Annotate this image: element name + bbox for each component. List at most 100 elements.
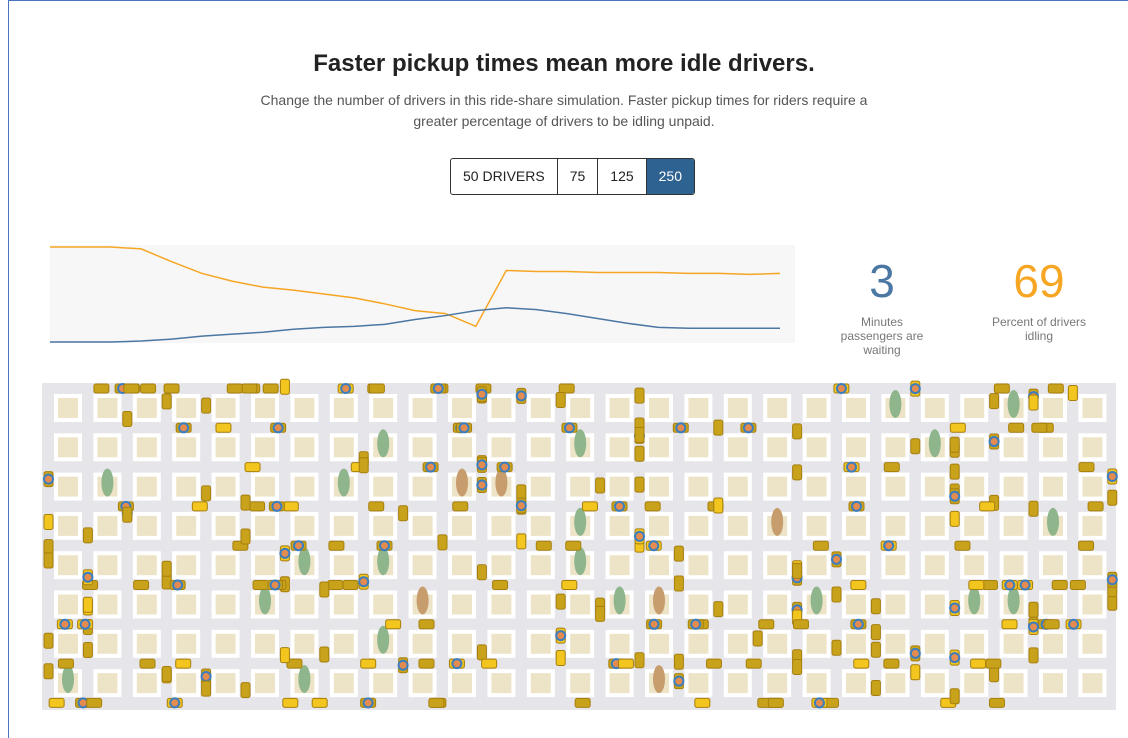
car	[43, 552, 54, 569]
block	[448, 394, 476, 422]
car-body	[360, 658, 377, 669]
block	[211, 629, 240, 658]
block	[251, 394, 279, 422]
driver-button[interactable]: 125	[597, 159, 645, 194]
frame	[8, 0, 1128, 738]
tree	[337, 468, 350, 497]
car	[358, 573, 370, 590]
car-body	[694, 697, 711, 708]
block	[408, 433, 437, 462]
car	[634, 426, 645, 443]
title: Faster pickup times mean more idle drive…	[313, 50, 815, 77]
car-body	[1107, 489, 1118, 506]
passenger	[648, 618, 660, 630]
car	[870, 598, 881, 615]
car	[1043, 619, 1060, 630]
car-body	[516, 484, 527, 501]
block	[605, 394, 634, 422]
driver-button[interactable]: 250	[645, 159, 694, 194]
car	[262, 383, 279, 394]
block	[723, 433, 752, 462]
block	[54, 511, 82, 540]
car	[1047, 383, 1064, 394]
car	[880, 540, 897, 552]
block	[369, 472, 398, 501]
block	[881, 472, 910, 501]
car	[979, 501, 996, 512]
car	[694, 697, 711, 708]
car	[949, 463, 960, 480]
block	[369, 669, 398, 698]
block	[566, 629, 595, 658]
car-body	[1047, 383, 1064, 394]
car	[43, 632, 54, 649]
driver-button[interactable]: 50 DRIVERS	[463, 168, 545, 184]
subtitle: Change the number of drivers in this rid…	[260, 92, 868, 129]
driver-button[interactable]: 75	[556, 159, 598, 194]
car	[240, 494, 251, 511]
passenger	[362, 697, 374, 709]
car-body	[792, 619, 809, 630]
car	[1107, 489, 1118, 506]
passenger	[269, 579, 281, 591]
block	[684, 669, 713, 698]
car	[883, 658, 900, 669]
block	[605, 629, 634, 658]
car-body	[1008, 422, 1025, 433]
block	[763, 394, 792, 422]
car	[565, 540, 582, 551]
car	[244, 462, 261, 473]
car-body	[673, 545, 684, 562]
car	[201, 485, 212, 502]
car-body	[1028, 601, 1039, 618]
block	[723, 394, 752, 422]
tree	[1047, 507, 1059, 536]
car	[831, 551, 842, 568]
car-body	[634, 445, 645, 462]
car-body	[535, 540, 552, 551]
block	[526, 433, 555, 462]
car	[870, 680, 881, 697]
car	[476, 644, 487, 661]
block	[1078, 433, 1107, 462]
car-body	[481, 658, 498, 669]
car	[161, 666, 172, 683]
block	[723, 590, 752, 619]
block	[842, 551, 870, 580]
car	[848, 500, 865, 512]
block	[132, 472, 161, 501]
car	[673, 673, 685, 690]
car	[705, 658, 722, 669]
block	[93, 551, 122, 580]
car	[82, 641, 93, 658]
block	[211, 472, 240, 501]
car	[191, 501, 208, 512]
car-body	[328, 540, 345, 551]
car-body	[82, 527, 93, 544]
car	[883, 462, 900, 473]
car-body	[437, 534, 448, 551]
passenger	[1106, 574, 1118, 586]
car-body	[123, 383, 140, 394]
tree	[495, 468, 508, 497]
car	[634, 445, 645, 462]
car	[1087, 501, 1104, 512]
block	[526, 629, 555, 658]
car-body	[558, 383, 575, 394]
block	[526, 669, 555, 698]
tree	[653, 586, 665, 615]
tree	[574, 429, 587, 458]
car-body	[954, 540, 971, 551]
car-body	[139, 658, 156, 669]
block	[408, 669, 437, 698]
car	[968, 580, 985, 590]
car	[1028, 500, 1039, 517]
block	[526, 472, 555, 501]
tree	[968, 586, 981, 615]
block	[1078, 394, 1107, 422]
car-body	[565, 540, 582, 551]
passenger	[59, 618, 71, 630]
car	[1031, 422, 1048, 433]
passenger	[852, 618, 864, 630]
block	[684, 433, 713, 462]
